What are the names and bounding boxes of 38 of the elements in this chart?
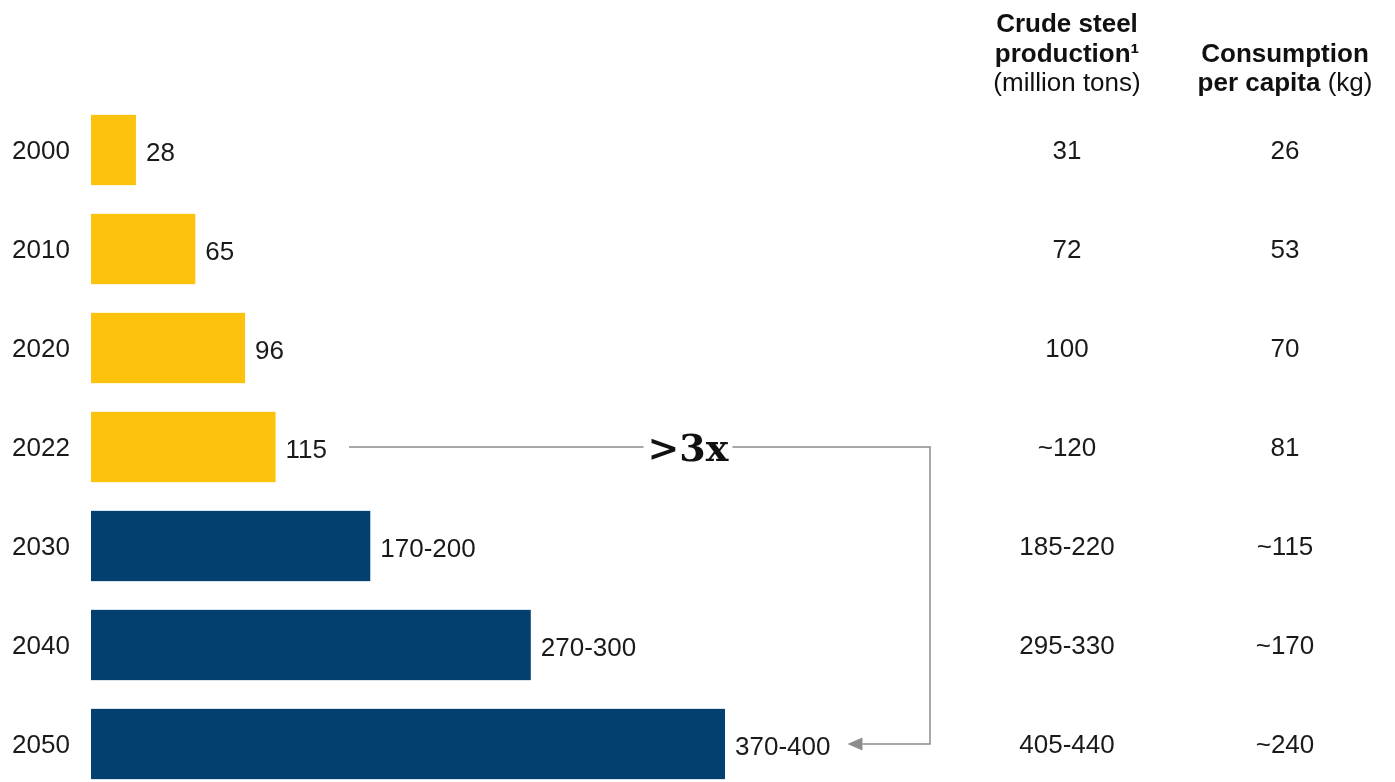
y-tick-label: 2000 — [12, 135, 70, 166]
y-tick-label: 2030 — [12, 531, 70, 562]
data-label: 170-200 — [380, 532, 476, 563]
annotation: >3x — [647, 424, 729, 470]
text: 405-440 — [1019, 729, 1115, 760]
y-tick-label: 2010 — [12, 234, 70, 265]
text: Crude steel production¹ (million tons) — [993, 8, 1141, 98]
data-label: 370-400 — [735, 730, 831, 761]
text: 100 — [1045, 333, 1089, 364]
text: 31 — [1052, 135, 1082, 166]
text: 185-220 — [1019, 531, 1115, 562]
data-label: 96 — [255, 334, 285, 365]
y-tick-label: 2040 — [12, 630, 70, 661]
text: ~120 — [1037, 432, 1097, 463]
bar — [91, 510, 371, 582]
text: 72 — [1052, 234, 1082, 265]
bar — [91, 708, 725, 780]
data-label: 115 — [285, 433, 328, 464]
text: Consumption per capita (kg) — [1197, 37, 1373, 98]
text: 53 — [1270, 234, 1300, 265]
text: 26 — [1270, 135, 1300, 166]
text: 81 — [1270, 432, 1300, 463]
bar — [91, 609, 531, 681]
text: 295-330 — [1019, 630, 1115, 661]
bar — [91, 411, 276, 483]
text: 70 — [1270, 333, 1300, 364]
text: ~240 — [1255, 729, 1315, 760]
y-tick-label: 2050 — [12, 729, 70, 760]
y-tick-label: 2022 — [12, 432, 70, 463]
bar — [91, 312, 246, 384]
text: ~115 — [1256, 531, 1314, 562]
bar — [91, 213, 196, 285]
data-label: 28 — [145, 136, 175, 167]
y-tick-label: 2020 — [12, 333, 70, 364]
data-label: 65 — [205, 235, 235, 266]
bar — [91, 114, 136, 186]
data-label: 270-300 — [540, 631, 637, 662]
text: ~170 — [1255, 630, 1315, 661]
